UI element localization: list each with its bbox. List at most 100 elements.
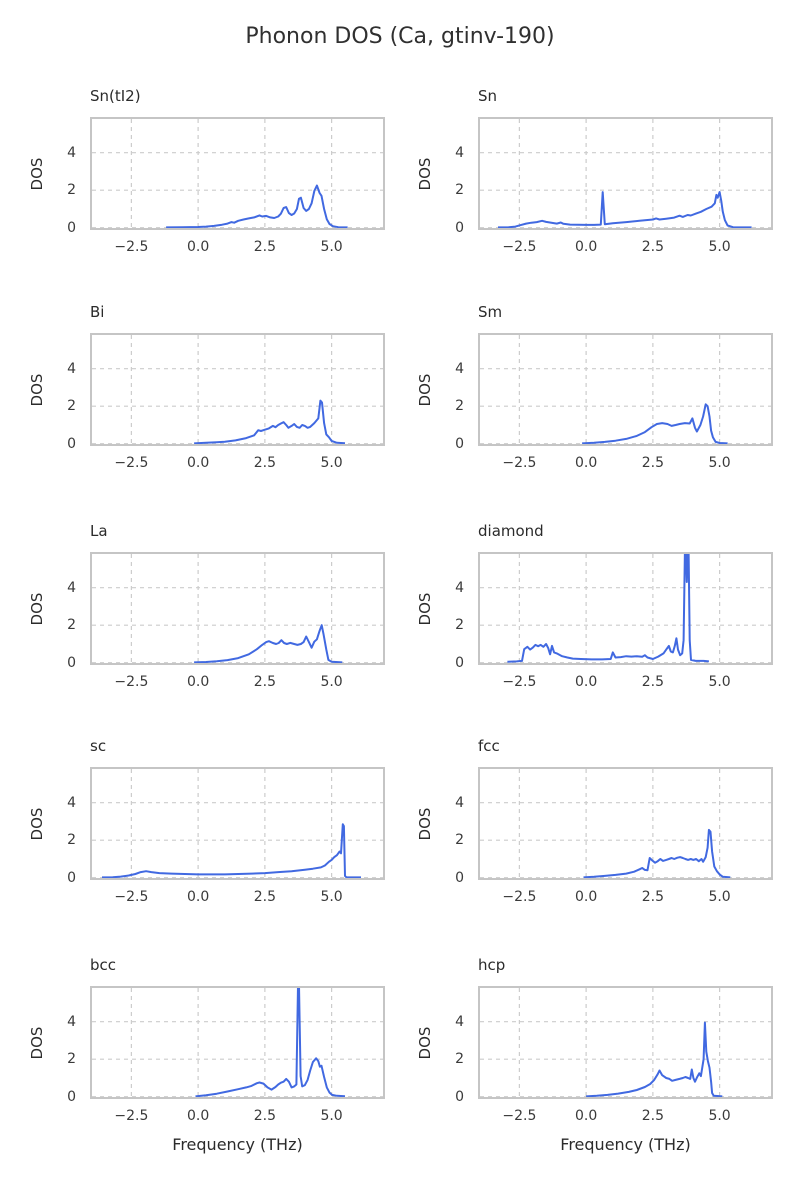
- x-tick-label: −2.5: [114, 1108, 149, 1124]
- y-axis-label: DOS: [416, 1026, 434, 1059]
- x-tick-label: −2.5: [114, 889, 149, 905]
- axes-spine: [90, 986, 385, 1099]
- y-axis-label: DOS: [28, 157, 46, 190]
- subplot-title: bcc: [90, 956, 117, 974]
- subplot-title: fcc: [478, 737, 500, 755]
- y-tick-label: 4: [455, 144, 464, 161]
- x-tick-label: 2.5: [253, 674, 276, 690]
- x-tick-label: 2.5: [641, 889, 664, 905]
- x-tick-label: 0.0: [186, 1108, 210, 1124]
- y-axis-label: DOS: [416, 373, 434, 406]
- plot-area-fcc: [478, 767, 773, 880]
- x-tick-label: 2.5: [641, 674, 664, 690]
- x-axis-label: Frequency (THz): [172, 1135, 303, 1154]
- y-tick-label: 2: [67, 398, 76, 415]
- dos-curve-Bi: [194, 399, 346, 445]
- x-tick-label: 5.0: [320, 889, 343, 905]
- subplot-title: La: [90, 522, 108, 540]
- y-axis-label: DOS: [416, 157, 434, 190]
- y-tick-label: 2: [455, 832, 464, 849]
- plot-area-Sn(tI2): [90, 117, 385, 230]
- x-tick-label: 0.0: [574, 889, 598, 905]
- y-tick-label: 2: [67, 182, 76, 199]
- x-tick-label: −2.5: [502, 455, 537, 471]
- x-tick-label: 0.0: [574, 674, 598, 690]
- x-tick-label: 0.0: [574, 455, 598, 471]
- plot-area-diamond: [478, 552, 773, 665]
- y-tick-label: 4: [67, 579, 76, 596]
- y-tick-label: 4: [67, 794, 76, 811]
- dos-curve-hcp: [586, 1021, 723, 1098]
- subplot-title: Sn(tI2): [90, 87, 141, 105]
- y-tick-label: 4: [67, 360, 76, 377]
- dos-curve-Sn: [497, 191, 752, 229]
- y-tick-label: 0: [455, 435, 464, 452]
- y-axis-label: DOS: [28, 1026, 46, 1059]
- x-tick-label: 5.0: [708, 1108, 731, 1124]
- axes-spine: [478, 333, 773, 446]
- x-tick-label: 2.5: [253, 889, 276, 905]
- x-tick-label: 0.0: [186, 889, 210, 905]
- dos-curve-diamond: [507, 552, 709, 663]
- x-axis-label: Frequency (THz): [560, 1135, 691, 1154]
- x-tick-label: 2.5: [641, 239, 664, 255]
- x-tick-label: 2.5: [641, 1108, 664, 1124]
- x-tick-label: 2.5: [253, 239, 276, 255]
- subplot-title: sc: [90, 737, 107, 755]
- y-tick-label: 0: [67, 1088, 76, 1105]
- x-tick-label: 5.0: [708, 889, 731, 905]
- y-tick-label: 0: [455, 1088, 464, 1105]
- axes-spine: [478, 117, 773, 230]
- y-tick-label: 2: [455, 398, 464, 415]
- x-tick-label: −2.5: [502, 889, 537, 905]
- x-tick-label: 5.0: [708, 674, 731, 690]
- subplot-title: Sn: [478, 87, 498, 105]
- axes-spine: [90, 767, 385, 880]
- dos-curve-bcc: [195, 986, 346, 1098]
- y-tick-label: 4: [67, 144, 76, 161]
- x-tick-label: 5.0: [320, 674, 343, 690]
- y-tick-label: 0: [67, 219, 76, 236]
- x-tick-label: −2.5: [114, 455, 149, 471]
- plot-area-Sn: [478, 117, 773, 230]
- axes-spine: [90, 552, 385, 665]
- x-tick-label: 0.0: [186, 239, 210, 255]
- dos-curve-Sn(tI2): [166, 184, 348, 229]
- plot-area-bcc: [90, 986, 385, 1099]
- y-axis-label: DOS: [28, 807, 46, 840]
- figure-title: Phonon DOS (Ca, gtinv-190): [245, 24, 555, 49]
- x-tick-label: −2.5: [114, 239, 149, 255]
- y-axis-label: DOS: [28, 592, 46, 625]
- axes-spine: [478, 767, 773, 880]
- x-tick-label: 2.5: [253, 455, 276, 471]
- dos-curve-La: [194, 624, 343, 664]
- x-tick-label: −2.5: [502, 1108, 537, 1124]
- x-tick-label: 5.0: [708, 239, 731, 255]
- x-tick-label: 5.0: [320, 1108, 343, 1124]
- plot-area-hcp: [478, 986, 773, 1099]
- y-tick-label: 4: [455, 579, 464, 596]
- x-tick-label: 0.0: [574, 1108, 598, 1124]
- y-tick-label: 2: [67, 617, 76, 634]
- y-axis-label: DOS: [416, 807, 434, 840]
- y-tick-label: 0: [455, 654, 464, 671]
- y-tick-label: 4: [67, 1013, 76, 1030]
- y-tick-label: 0: [67, 869, 76, 886]
- x-tick-label: 0.0: [574, 239, 598, 255]
- y-tick-label: 4: [455, 1013, 464, 1030]
- x-tick-label: 2.5: [641, 455, 664, 471]
- plot-area-Bi: [90, 333, 385, 446]
- dos-curve-Sm: [582, 403, 728, 445]
- axes-spine: [90, 117, 385, 230]
- axes-spine: [478, 986, 773, 1099]
- y-tick-label: 2: [67, 1051, 76, 1068]
- x-tick-label: −2.5: [502, 239, 537, 255]
- y-tick-label: 0: [67, 435, 76, 452]
- subplot-title: diamond: [478, 522, 544, 540]
- plot-area-Sm: [478, 333, 773, 446]
- subplot-title: Sm: [478, 303, 503, 321]
- x-tick-label: 2.5: [253, 1108, 276, 1124]
- x-tick-label: 0.0: [186, 455, 210, 471]
